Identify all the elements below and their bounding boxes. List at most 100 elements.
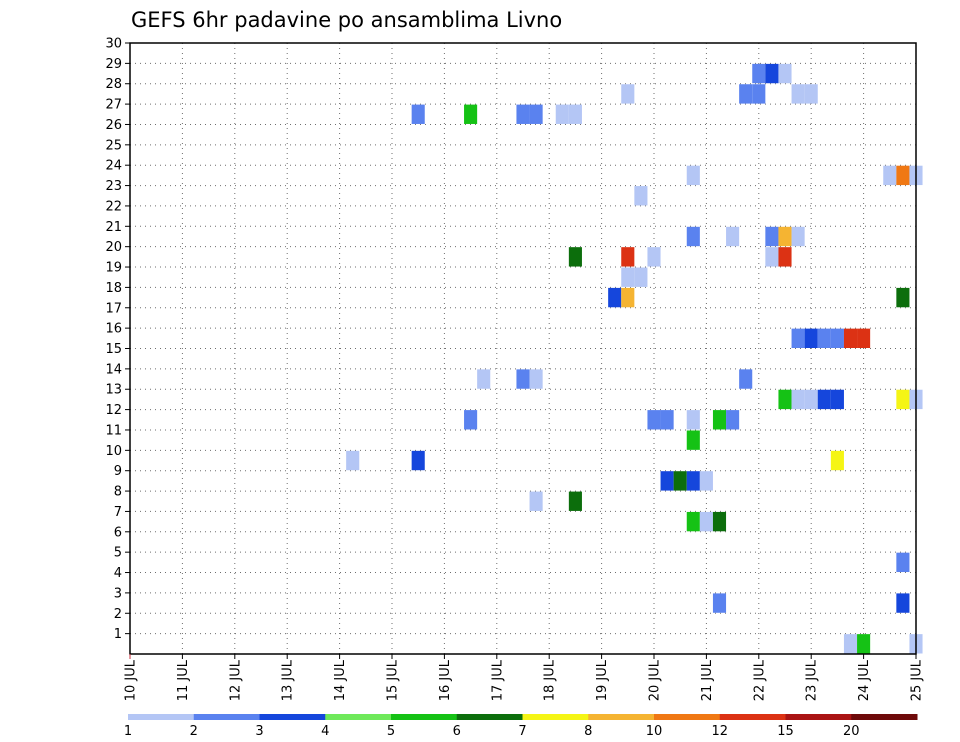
chart-title: GEFS 6hr padavine po ansamblima Livno bbox=[131, 8, 562, 32]
y-tick-label: 3 bbox=[114, 586, 122, 601]
precip-cell bbox=[726, 410, 740, 430]
precip-cell bbox=[896, 552, 910, 573]
precip-cell bbox=[477, 369, 491, 389]
colorbar-label: 6 bbox=[453, 724, 461, 739]
colorbar-label: 5 bbox=[387, 724, 395, 739]
precip-cell bbox=[464, 410, 478, 430]
x-tick-label: 10 JUL bbox=[124, 659, 139, 701]
colorbar-swatch bbox=[128, 714, 195, 720]
precip-cell bbox=[896, 389, 910, 410]
y-tick-label: 16 bbox=[105, 322, 122, 337]
precip-cell bbox=[516, 369, 530, 389]
x-tick-label: 13 JUL bbox=[281, 659, 296, 701]
precip-cell bbox=[621, 267, 635, 287]
colorbar-swatch bbox=[851, 714, 918, 720]
precip-cell bbox=[739, 84, 753, 104]
precip-cell bbox=[516, 104, 530, 124]
precip-cell bbox=[529, 369, 543, 389]
precip-cell bbox=[830, 389, 844, 410]
precip-cell bbox=[726, 226, 740, 247]
colorbar-swatch bbox=[588, 714, 655, 720]
precip-cell bbox=[791, 328, 805, 348]
precip-cell bbox=[660, 471, 674, 491]
colorbar-label: 8 bbox=[584, 724, 592, 739]
y-tick-label: 7 bbox=[114, 505, 122, 520]
precip-cell bbox=[896, 287, 910, 308]
y-tick-label: 12 bbox=[105, 403, 122, 418]
precip-cell bbox=[686, 511, 700, 532]
precip-cell bbox=[621, 287, 635, 308]
x-tick-label: 22 JUL bbox=[752, 659, 767, 701]
precip-cell bbox=[791, 389, 805, 410]
colorbar-swatch bbox=[193, 714, 260, 720]
precip-cell bbox=[346, 450, 360, 471]
precip-cell bbox=[529, 491, 543, 511]
y-tick-label: 26 bbox=[105, 118, 122, 133]
colorbar-label: 15 bbox=[777, 724, 794, 739]
y-tick-label: 18 bbox=[105, 281, 122, 296]
y-tick-label: 25 bbox=[105, 138, 122, 153]
precip-cell bbox=[712, 511, 727, 532]
x-tick-label: 12 JUL bbox=[228, 659, 243, 701]
y-tick-label: 19 bbox=[105, 261, 122, 276]
precip-cell bbox=[765, 63, 779, 84]
precip-cell bbox=[686, 410, 700, 430]
precip-cell bbox=[464, 104, 478, 124]
colorbar-label: 4 bbox=[321, 724, 329, 739]
precip-cell bbox=[555, 104, 569, 124]
precip-cell bbox=[568, 491, 582, 511]
y-tick-label: 14 bbox=[105, 362, 122, 377]
colorbar-label: 10 bbox=[646, 724, 663, 739]
precip-cell bbox=[568, 104, 582, 124]
y-tick-label: 8 bbox=[114, 485, 122, 500]
precip-cell bbox=[411, 450, 425, 471]
x-tick-label: 14 JUL bbox=[333, 659, 348, 701]
y-tick-label: 6 bbox=[114, 525, 122, 540]
precip-cell bbox=[411, 104, 425, 124]
precip-cell bbox=[830, 450, 844, 471]
precip-cell bbox=[765, 226, 779, 247]
precip-cell bbox=[830, 328, 844, 348]
colorbar-label: 3 bbox=[255, 724, 263, 739]
precip-cell bbox=[673, 471, 687, 491]
precip-cell bbox=[883, 165, 897, 186]
colorbar: 1 2 3 4 5 6 7 8 10 12 15 20 bbox=[124, 714, 918, 739]
precip-cell bbox=[699, 471, 713, 491]
x-tick-label: 15 JUL bbox=[386, 659, 401, 701]
precip-cell bbox=[712, 410, 727, 430]
y-tick-label: 23 bbox=[105, 179, 122, 194]
precip-cell bbox=[686, 165, 700, 186]
x-tick-label: 21 JUL bbox=[700, 659, 715, 701]
precip-cell bbox=[896, 165, 910, 186]
precip-cell bbox=[621, 247, 635, 267]
precip-cell bbox=[686, 471, 700, 491]
y-tick-label: 21 bbox=[105, 220, 122, 235]
precip-cell bbox=[804, 84, 818, 104]
x-tick-label: 17 JUL bbox=[490, 659, 505, 701]
colorbar-swatch bbox=[785, 714, 852, 720]
precip-cell bbox=[765, 247, 779, 267]
colorbar-label: 12 bbox=[711, 724, 728, 739]
x-axis-ticks: 10 JUL 11 JUL 12 JUL 13 JUL 14 JUL 15 JUL 16 J… bbox=[124, 654, 925, 701]
precip-cell bbox=[843, 328, 858, 348]
precip-cell bbox=[686, 430, 700, 450]
precip-cell bbox=[791, 226, 805, 247]
precip-cell bbox=[712, 593, 727, 613]
y-tick-label: 1 bbox=[114, 627, 122, 642]
colorbar-swatch bbox=[259, 714, 326, 720]
grid-lines bbox=[130, 43, 916, 654]
colorbar-swatch bbox=[522, 714, 589, 720]
y-tick-label: 15 bbox=[105, 342, 122, 357]
y-tick-label: 22 bbox=[105, 199, 122, 214]
y-tick-label: 5 bbox=[114, 546, 122, 561]
precip-cell bbox=[699, 511, 713, 532]
colorbar-label: 20 bbox=[843, 724, 860, 739]
precip-cell bbox=[568, 247, 582, 267]
precip-cell bbox=[804, 389, 818, 410]
colorbar-label: 7 bbox=[518, 724, 526, 739]
colorbar-swatch bbox=[719, 714, 786, 720]
precip-cell bbox=[752, 84, 766, 104]
precip-cell bbox=[817, 328, 831, 348]
colorbar-label: 1 bbox=[124, 724, 132, 739]
